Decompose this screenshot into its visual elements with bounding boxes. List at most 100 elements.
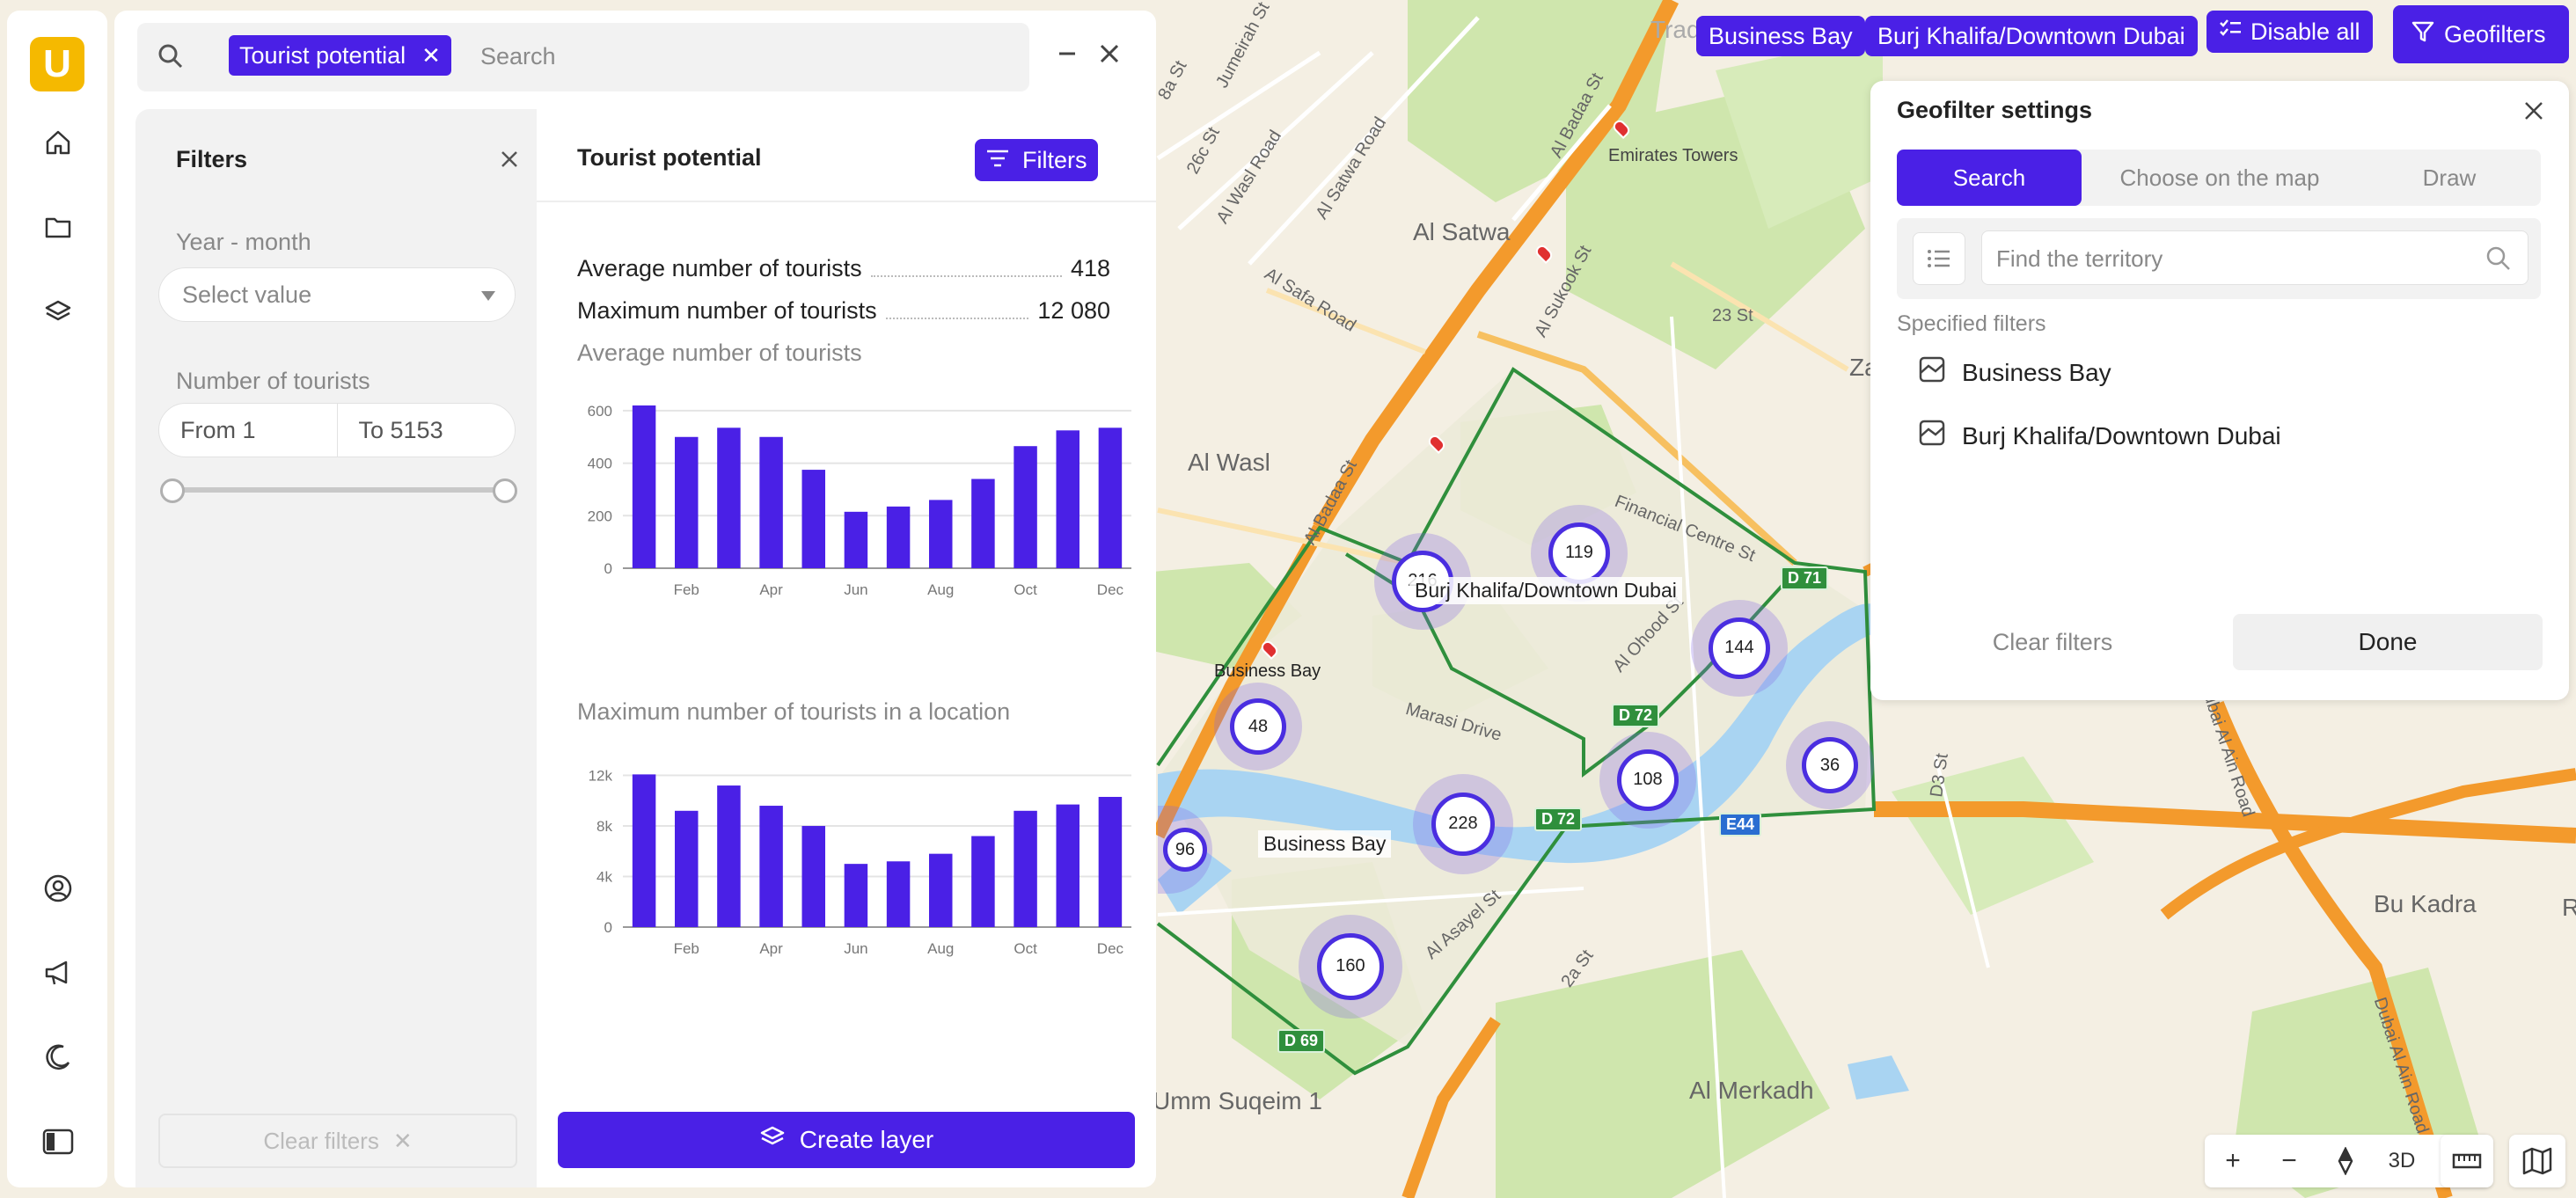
megaphone-icon[interactable] bbox=[40, 955, 76, 990]
layers-icon[interactable] bbox=[40, 294, 76, 329]
range-slider-max-handle[interactable] bbox=[493, 478, 517, 503]
tourists-range[interactable]: From 1 To 5153 bbox=[158, 403, 516, 457]
map-cluster[interactable]: 96 bbox=[1158, 806, 1212, 894]
chart-bar-mar[interactable] bbox=[717, 785, 741, 927]
chart-bar-dec[interactable] bbox=[1098, 427, 1123, 568]
range-slider-min-handle[interactable] bbox=[160, 478, 185, 503]
map-cluster[interactable]: 228 bbox=[1413, 774, 1513, 874]
filters-button[interactable]: Filters bbox=[975, 139, 1098, 181]
chart-bar-feb[interactable] bbox=[675, 436, 699, 568]
stat-value: 418 bbox=[1070, 255, 1110, 281]
chart-bar-sep[interactable] bbox=[971, 478, 995, 568]
layers-icon bbox=[759, 1124, 786, 1157]
panel-toggle-icon[interactable] bbox=[40, 1124, 76, 1159]
folder-icon[interactable] bbox=[40, 209, 76, 245]
logo[interactable]: U bbox=[30, 37, 84, 91]
road-badge: E44 bbox=[1719, 813, 1762, 836]
geofilter-clear-button[interactable]: Clear filters bbox=[1992, 628, 2113, 655]
compass-icon[interactable] bbox=[2317, 1135, 2374, 1187]
chart-bar-jun[interactable] bbox=[844, 511, 868, 568]
chart-bar-jun[interactable] bbox=[844, 864, 868, 927]
chart-bar-nov[interactable] bbox=[1056, 804, 1079, 927]
chart-bar-jan[interactable] bbox=[632, 774, 656, 927]
zoom-in-button[interactable]: + bbox=[2225, 1146, 2241, 1175]
left-nav: U bbox=[7, 11, 107, 1187]
filters-title: Filters bbox=[176, 146, 248, 172]
chart-bar-may[interactable] bbox=[801, 470, 825, 568]
close-icon[interactable] bbox=[1098, 42, 1121, 65]
search-tag[interactable]: Tourist potential ✕ bbox=[229, 35, 451, 76]
search-bar[interactable]: Tourist potential ✕ bbox=[137, 23, 1029, 91]
geofilter-done-button[interactable]: Done bbox=[2233, 614, 2543, 670]
chart-bar-nov[interactable] bbox=[1056, 430, 1079, 568]
chart-x-tick-label: Oct bbox=[1014, 940, 1037, 957]
data-panel: Tourist potential ✕ Filters Year - month… bbox=[114, 11, 1156, 1187]
close-filters-icon[interactable] bbox=[500, 150, 519, 169]
list-icon[interactable] bbox=[1913, 232, 1965, 285]
minimize-icon[interactable] bbox=[1056, 42, 1079, 65]
chart-bar-jul[interactable] bbox=[886, 506, 911, 568]
zoom-out-button[interactable]: − bbox=[2281, 1146, 2297, 1175]
map-cluster[interactable]: 36 bbox=[1786, 721, 1874, 809]
map-cluster[interactable]: 48 bbox=[1214, 683, 1302, 771]
range-from-input[interactable]: From 1 bbox=[159, 404, 338, 457]
chart-bar-oct[interactable] bbox=[1014, 446, 1037, 568]
user-icon[interactable] bbox=[40, 871, 76, 906]
3d-toggle-button[interactable]: 3D bbox=[2388, 1149, 2416, 1172]
chart-y-tick-label: 0 bbox=[604, 560, 612, 577]
chart-bar-oct[interactable] bbox=[1014, 810, 1037, 927]
close-icon[interactable] bbox=[2523, 100, 2546, 123]
geofilter-item-burj-khalifa[interactable]: Burj Khalifa/Downtown Dubai bbox=[1918, 419, 2281, 453]
map-cluster[interactable]: 144 bbox=[1691, 600, 1788, 697]
chip-burj-khalifa[interactable]: Burj Khalifa/Downtown Dubai bbox=[1865, 16, 2198, 56]
chart-bar-apr[interactable] bbox=[759, 436, 783, 568]
chart-bar-jul[interactable] bbox=[886, 861, 911, 927]
layer-title: Tourist potential bbox=[577, 144, 762, 171]
year-month-select[interactable]: Select value bbox=[158, 267, 516, 322]
map-cluster[interactable]: 160 bbox=[1299, 915, 1402, 1019]
tab-choose-on-map[interactable]: Choose on the map bbox=[2119, 164, 2320, 191]
ruler-icon[interactable] bbox=[2441, 1135, 2493, 1187]
home-icon[interactable] bbox=[40, 125, 76, 160]
chart-title-average: Average number of tourists bbox=[577, 340, 862, 366]
chart-x-tick-label: Dec bbox=[1097, 940, 1124, 957]
chip-disable-all-label: Disable all bbox=[2250, 18, 2360, 45]
chart-bar-mar[interactable] bbox=[717, 427, 741, 568]
chart-bar-sep[interactable] bbox=[971, 836, 995, 927]
tab-draw[interactable]: Draw bbox=[2422, 164, 2477, 191]
chart-maximum: 0 4k 8k 12k Feb Apr Jun Aug Oct Dec bbox=[589, 768, 1131, 957]
search-icon[interactable] bbox=[2485, 245, 2512, 276]
chart-bar-apr[interactable] bbox=[759, 806, 783, 927]
chart-bar-aug[interactable] bbox=[929, 853, 953, 927]
create-layer-button[interactable]: Create layer bbox=[558, 1112, 1135, 1168]
geofilters-button[interactable]: Geofilters bbox=[2393, 5, 2569, 63]
range-slider-track[interactable] bbox=[171, 487, 505, 493]
chart-bar-dec[interactable] bbox=[1098, 796, 1123, 927]
tab-search[interactable]: Search bbox=[1897, 150, 2082, 206]
chart-x-tick-label: Jun bbox=[844, 940, 867, 957]
chip-disable-all[interactable]: Disable all bbox=[2206, 11, 2373, 53]
remove-tag-icon[interactable]: ✕ bbox=[421, 41, 441, 69]
clear-filters-button[interactable]: Clear filters ✕ bbox=[158, 1114, 517, 1168]
chart-y-tick-label: 400 bbox=[588, 456, 612, 472]
chart-x-tick-label: Aug bbox=[927, 581, 954, 598]
chart-bar-jan[interactable] bbox=[632, 405, 656, 568]
map-style-icon[interactable] bbox=[2509, 1135, 2565, 1187]
map-cluster[interactable]: 108 bbox=[1599, 732, 1696, 829]
chip-business-bay[interactable]: Business Bay bbox=[1696, 16, 1865, 56]
search-input[interactable] bbox=[480, 33, 1008, 79]
chart-average: 0 200 400 600 Feb Apr Jun Aug Oct Dec bbox=[588, 403, 1131, 598]
find-territory-input[interactable] bbox=[1996, 240, 2471, 277]
chart-x-tick-label: Apr bbox=[759, 940, 783, 957]
moon-icon[interactable] bbox=[40, 1040, 76, 1075]
find-territory-field[interactable] bbox=[1981, 230, 2528, 285]
filters-button-label: Filters bbox=[1022, 146, 1087, 173]
chart-bar-may[interactable] bbox=[801, 826, 825, 927]
chart-x-tick-label: Dec bbox=[1097, 581, 1124, 598]
chart-y-tick-label: 4k bbox=[596, 869, 612, 886]
range-to-input[interactable]: To 5153 bbox=[358, 416, 443, 443]
content-column: Tourist potential Filters Average number… bbox=[537, 109, 1156, 1187]
chart-bar-aug[interactable] bbox=[929, 500, 953, 568]
chart-bar-feb[interactable] bbox=[675, 810, 699, 927]
geofilter-item-business-bay[interactable]: Business Bay bbox=[1918, 355, 2111, 390]
